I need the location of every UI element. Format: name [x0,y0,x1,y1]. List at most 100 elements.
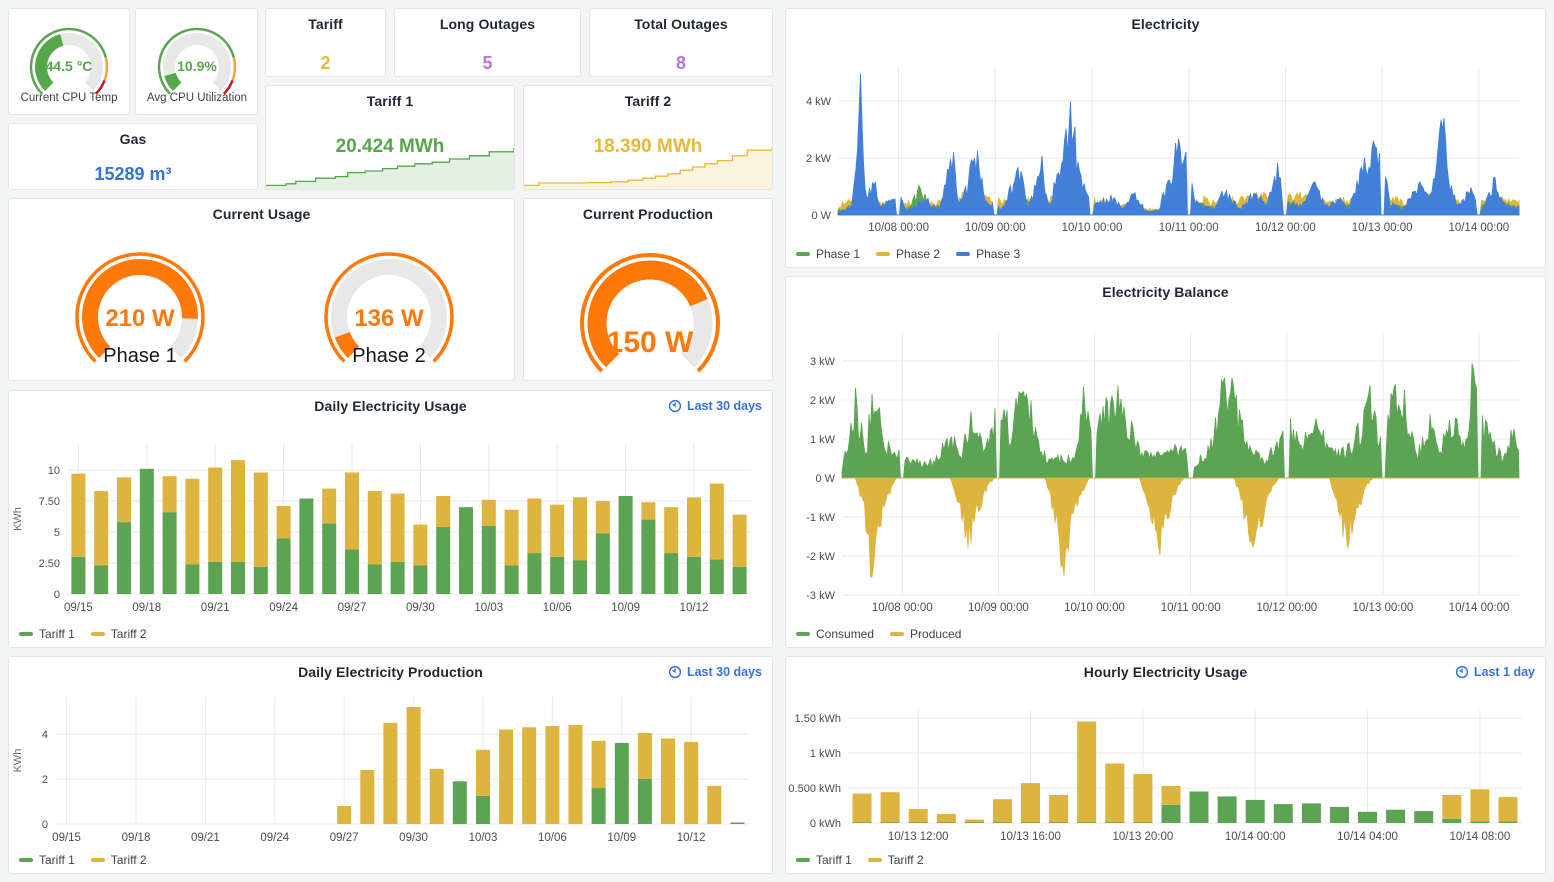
legend-item-phase-1[interactable]: Phase 1 [796,247,860,261]
legend-item-tariff-2[interactable]: Tariff 2 [867,853,924,867]
bar-segment [614,743,629,824]
time-range-link[interactable]: Last 30 days [668,665,762,679]
svg-text:2 kW: 2 kW [810,395,836,407]
panel-cpu-temp: 44.5 °C Current CPU Temp [8,8,130,115]
bar-segment [413,565,428,594]
bar-segment [162,512,177,594]
bar-segment [94,491,109,566]
bar-segment [185,478,200,565]
legend-item-tariff-2[interactable]: Tariff 2 [90,627,147,641]
legend-item-tariff-2[interactable]: Tariff 2 [90,853,147,867]
bar-segment [276,538,291,594]
svg-text:09/24: 09/24 [269,602,298,614]
svg-text:10/11 00:00: 10/11 00:00 [1159,222,1219,234]
bar-segment [231,561,245,594]
clock-icon [1455,665,1469,679]
svg-text:0 kWh: 0 kWh [810,818,841,830]
legend-item-produced[interactable]: Produced [890,627,961,641]
svg-text:10/13 20:00: 10/13 20:00 [1112,831,1173,843]
bar-segment [1301,803,1321,823]
panel-tariff2: Tariff 2 18.390 MWh [523,85,773,190]
bar-segment [383,722,398,825]
bar-segment [730,822,745,824]
bar-segment [1217,796,1237,823]
g-usage-value: 210 W [105,305,175,332]
bar-segment [595,533,610,594]
bar-segment [345,472,359,550]
svg-text:0: 0 [54,589,60,601]
bar-segment [253,472,268,567]
bar-segment [322,488,337,524]
svg-text:3 kW: 3 kW [810,356,836,368]
svg-text:10/14 04:00: 10/14 04:00 [1337,831,1398,843]
bar-segment [591,740,606,789]
svg-text:09/27: 09/27 [330,832,359,844]
g-cpu-temp-label: Current CPU Temp [21,92,118,104]
bar-segment [276,506,291,539]
panel-cpu-util: 10.9% Avg CPU Utilization [135,8,258,115]
bar-segment [1273,804,1293,823]
svg-text:10/13 12:00: 10/13 12:00 [888,831,949,843]
bar-segment [436,496,451,527]
svg-text:10/12: 10/12 [677,832,706,844]
bar-segment [1245,799,1265,823]
svg-text:5: 5 [54,527,60,539]
legend-item-consumed[interactable]: Consumed [796,627,874,641]
legend-item-tariff-1[interactable]: Tariff 1 [19,853,75,867]
bar-segment [476,749,490,796]
svg-text:09/27: 09/27 [338,602,367,614]
bar-segment [664,507,679,554]
bar-segment [1161,785,1181,805]
svg-text:1.50 kWh: 1.50 kWh [795,713,841,725]
svg-text:10/08 00:00: 10/08 00:00 [872,602,933,614]
bar-segment [709,483,724,560]
bar-segment [452,781,467,825]
time-range-link[interactable]: Last 30 days [668,399,762,413]
svg-text:10/09 00:00: 10/09 00:00 [968,602,1029,614]
legend-item-phase-2[interactable]: Phase 2 [876,247,940,261]
bar-segment [1498,821,1518,823]
svg-text:09/15: 09/15 [52,832,81,844]
legend: Phase 1 Phase 2 Phase 3 [796,247,1020,261]
svg-text:10/10 00:00: 10/10 00:00 [1064,602,1125,614]
bar-segment [709,559,724,594]
legend-item-phase-3[interactable]: Phase 3 [956,247,1020,261]
svg-text:10/09 00:00: 10/09 00:00 [965,222,1026,234]
bar-segment [71,473,86,557]
panel-gas: Gas 15289 m³ [8,123,258,190]
legend-marker [796,632,810,636]
bar-segment [436,527,451,594]
bar-segment [661,738,675,824]
legend-label: Tariff 2 [110,627,147,641]
svg-text:10/09: 10/09 [607,832,636,844]
bar-segment [687,556,701,594]
legend-marker [19,858,33,862]
legend-marker [90,858,105,862]
bar-segment [406,707,421,824]
long-outages-value: 5 [482,53,493,73]
g-cpu-util-value: 10.9% [177,58,217,74]
bar-segment [522,727,537,825]
daily-usage-chart: 0 2.50 5 7.50 10 KWh 09/15 09/18 09/21 09/24 09/27… [12,444,751,614]
svg-text:10/13 00:00: 10/13 00:00 [1353,602,1414,614]
legend-item-tariff-1[interactable]: Tariff 1 [19,627,75,641]
bar-segment [573,497,587,561]
legend-label: Consumed [816,627,875,641]
total-outages-value: 8 [675,53,686,73]
bar-segment [413,524,428,566]
time-range-link[interactable]: Last 1 day [1455,665,1535,679]
bar-segment [231,460,245,562]
clock-icon [668,399,682,413]
legend-label: Produced [910,627,962,641]
legend-marker [796,858,810,862]
svg-text:1 kWh: 1 kWh [810,748,841,760]
bar-segment [481,499,496,526]
legend-item-tariff-1[interactable]: Tariff 1 [796,853,852,867]
svg-text:10/12: 10/12 [680,602,709,614]
bar-segment [993,799,1012,823]
svg-text:10/14 08:00: 10/14 08:00 [1449,831,1510,843]
clock-icon [668,665,682,679]
bar-segment [687,497,701,557]
bar-segment [390,561,405,594]
legend-label: Tariff 2 [110,853,147,867]
